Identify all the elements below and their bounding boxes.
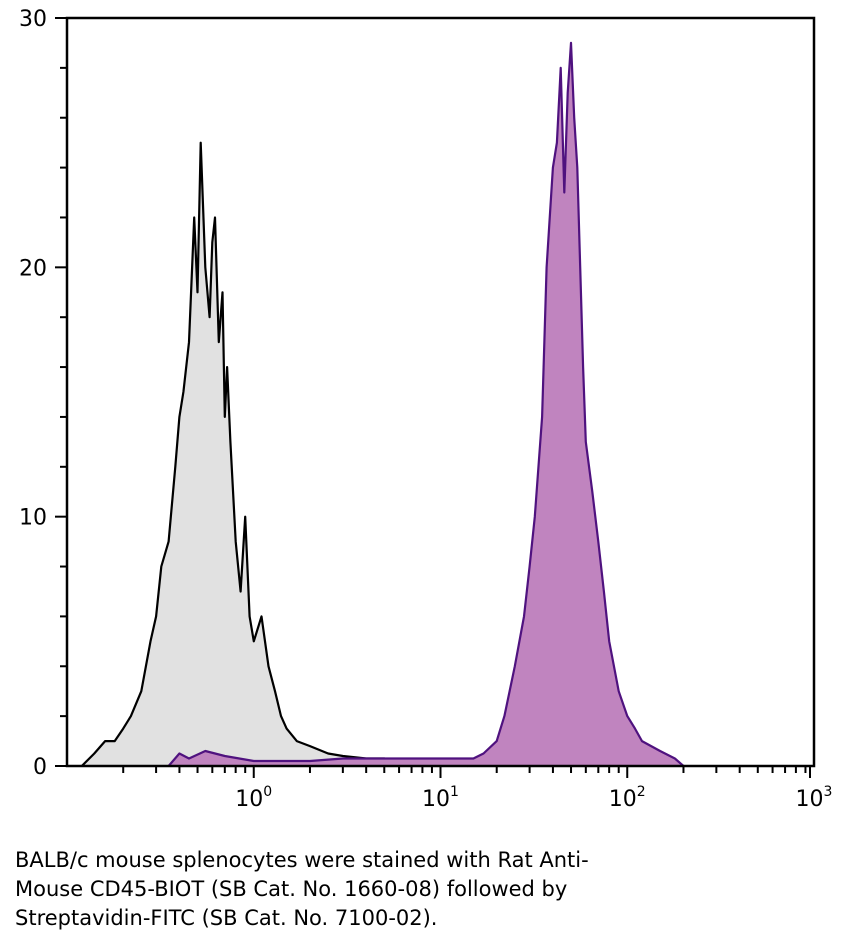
y-tick-label: 0 bbox=[33, 755, 47, 780]
x-tick-label: 103 bbox=[796, 784, 833, 812]
series-1-line bbox=[81, 141, 469, 768]
x-tick-label: 101 bbox=[422, 784, 459, 812]
y-tick-label: 20 bbox=[19, 256, 47, 281]
histogram-chart: 0 10 20 30 100 101 102 103 bbox=[19, 7, 833, 812]
y-tick-label: 10 bbox=[19, 506, 47, 531]
x-tick-label: 100 bbox=[235, 784, 272, 812]
series-1-fill bbox=[81, 142, 468, 766]
plot-series bbox=[81, 41, 685, 768]
x-tick-label: 102 bbox=[609, 784, 646, 812]
series-2-line bbox=[167, 41, 685, 767]
series-2-fill bbox=[168, 42, 684, 766]
caption-line-1: BALB/c mouse splenocytes were stained wi… bbox=[15, 848, 589, 872]
x-axis: 100 101 102 103 bbox=[122, 766, 833, 812]
figure-caption: BALB/c mouse splenocytes were stained wi… bbox=[15, 846, 835, 933]
caption-line-2: Mouse CD45-BIOT (SB Cat. No. 1660-08) fo… bbox=[15, 877, 568, 901]
caption-line-3: Streptavidin-FITC (SB Cat. No. 7100-02). bbox=[15, 906, 438, 930]
y-axis: 0 10 20 30 bbox=[19, 7, 67, 780]
y-tick-label: 30 bbox=[19, 7, 47, 32]
